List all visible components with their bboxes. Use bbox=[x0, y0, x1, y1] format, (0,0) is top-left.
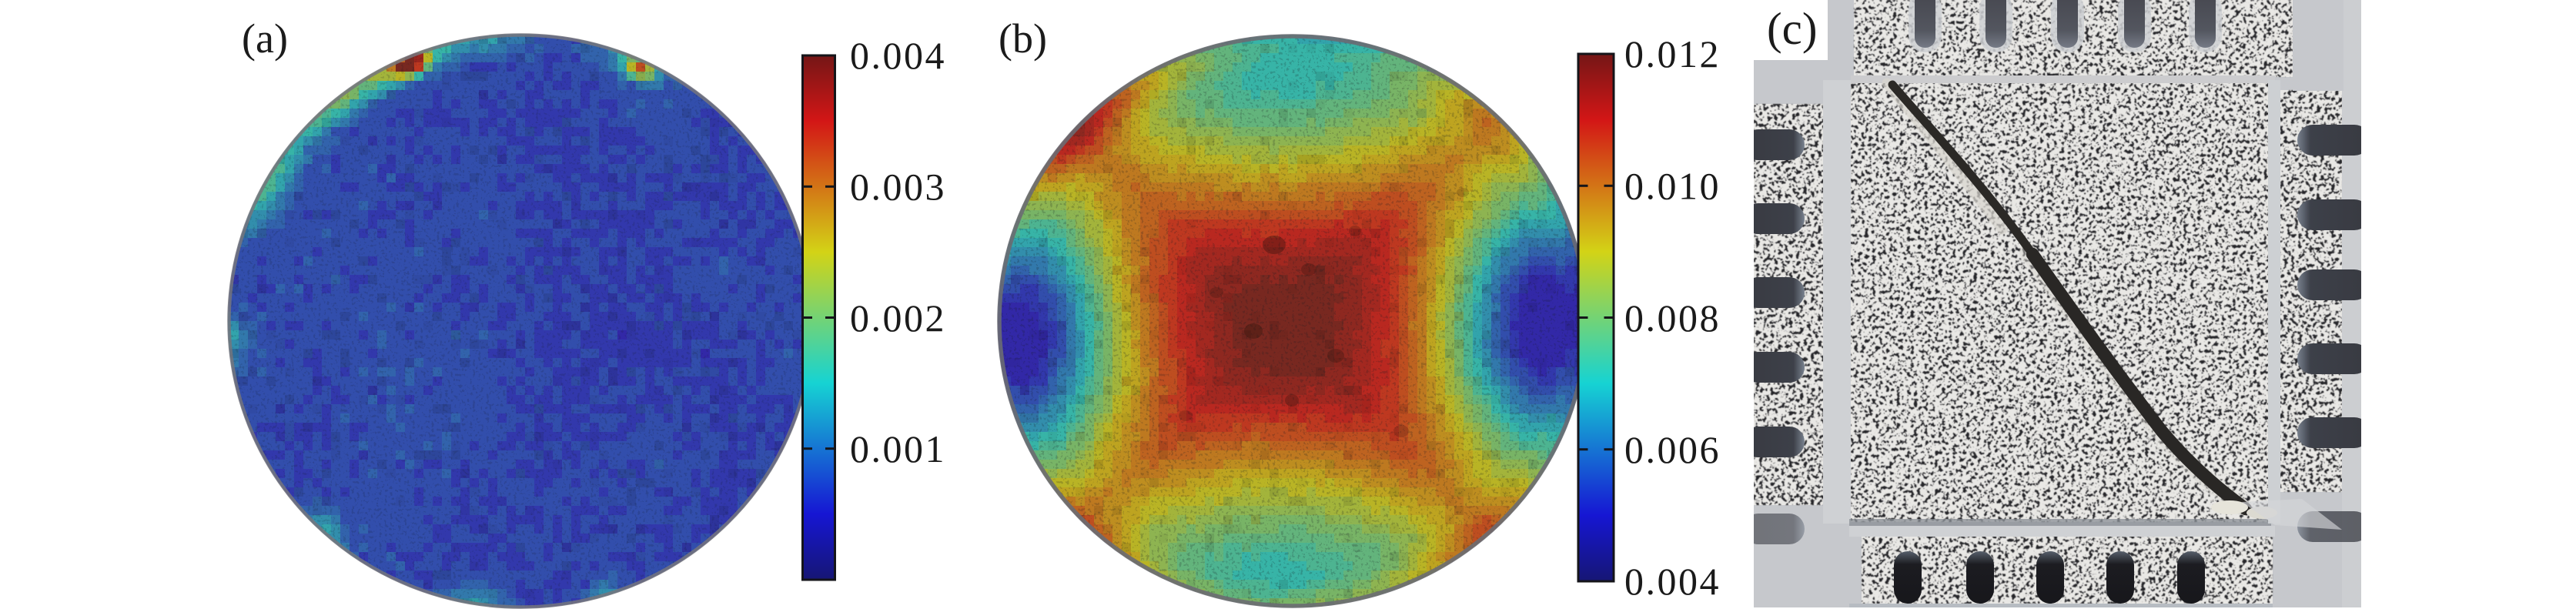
svg-text:0.001: 0.001 bbox=[850, 427, 946, 470]
svg-text:(a): (a) bbox=[242, 15, 288, 62]
svg-text:0.004: 0.004 bbox=[850, 34, 946, 77]
svg-text:0.010: 0.010 bbox=[1624, 165, 1721, 208]
svg-text:0.012: 0.012 bbox=[1624, 32, 1721, 75]
svg-text:0.006: 0.006 bbox=[1624, 428, 1721, 471]
svg-text:(b): (b) bbox=[999, 15, 1047, 62]
svg-text:0.003: 0.003 bbox=[850, 166, 946, 209]
svg-text:(c): (c) bbox=[1767, 3, 1817, 54]
svg-text:0.002: 0.002 bbox=[850, 296, 946, 340]
svg-text:0.008: 0.008 bbox=[1624, 296, 1721, 340]
svg-text:0.004: 0.004 bbox=[1624, 560, 1721, 603]
